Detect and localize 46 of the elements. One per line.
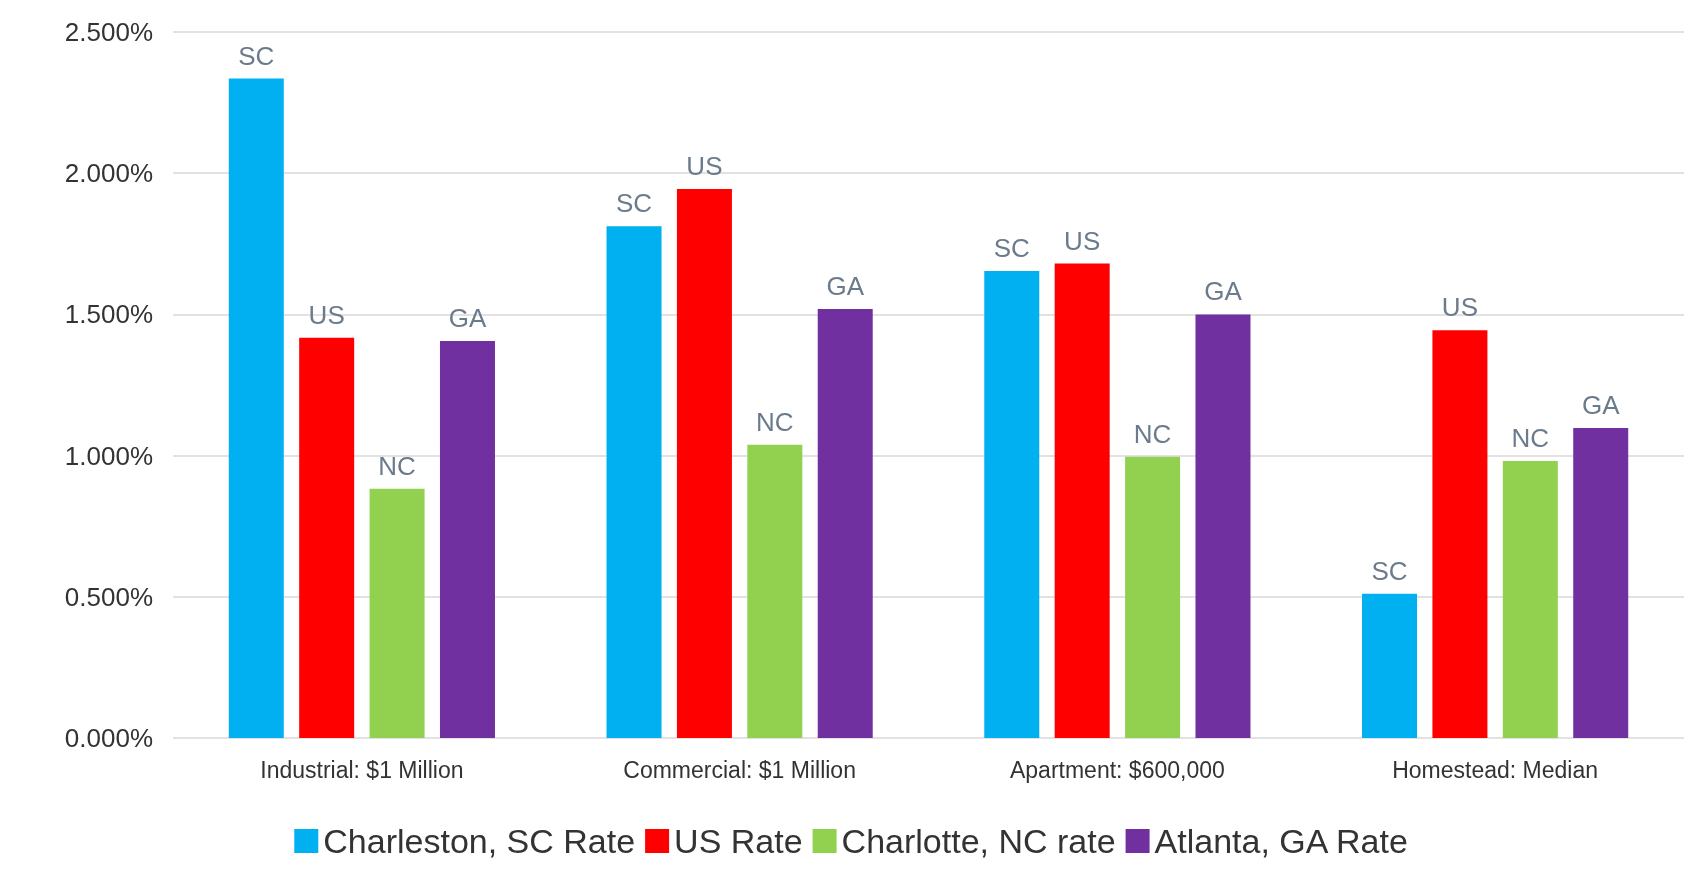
x-tick-label: Commercial: $1 Million bbox=[623, 756, 856, 783]
bar bbox=[1362, 593, 1418, 738]
y-tick-label: 1.500% bbox=[64, 299, 153, 330]
y-tick-label: 2.500% bbox=[64, 17, 153, 47]
bar bbox=[299, 337, 355, 738]
bar bbox=[439, 340, 495, 738]
data-label: US bbox=[686, 151, 723, 182]
bar bbox=[747, 444, 803, 738]
bar bbox=[676, 189, 732, 738]
y-tick-label: 0.500% bbox=[64, 581, 153, 612]
bar bbox=[1432, 330, 1488, 738]
data-label: GA bbox=[1581, 389, 1621, 420]
bar bbox=[984, 270, 1040, 738]
data-label: GA bbox=[1204, 276, 1243, 307]
y-tick-label: 0.000% bbox=[64, 723, 153, 753]
data-label: NC bbox=[1511, 422, 1550, 453]
data-label: SC bbox=[615, 188, 653, 219]
data-label: GA bbox=[826, 271, 865, 302]
data-label: US bbox=[308, 299, 345, 330]
bar bbox=[1502, 460, 1558, 738]
bar bbox=[1125, 456, 1181, 738]
bar bbox=[817, 309, 873, 738]
x-tick-label: Apartment: $600,000 bbox=[1009, 756, 1225, 783]
data-label: SC bbox=[238, 40, 275, 71]
bar bbox=[1195, 314, 1251, 738]
bar bbox=[1573, 427, 1629, 738]
legend-label: US Rate bbox=[674, 822, 803, 860]
data-label: SC bbox=[1371, 555, 1408, 586]
bar bbox=[606, 226, 662, 738]
bar bbox=[1054, 263, 1110, 738]
bar bbox=[228, 78, 284, 738]
y-tick-label: 2.000% bbox=[64, 158, 153, 189]
x-tick-label: Industrial: $1 Million bbox=[260, 756, 464, 783]
data-label: NC bbox=[1133, 418, 1172, 449]
y-tick-label: 1.000% bbox=[64, 440, 153, 471]
legend-label: Atlanta, GA Rate bbox=[1154, 822, 1408, 860]
data-label: US bbox=[1064, 225, 1101, 256]
data-label: GA bbox=[448, 302, 487, 333]
data-label: US bbox=[1441, 292, 1478, 323]
bar bbox=[369, 488, 425, 738]
legend-label: Charlotte, NC rate bbox=[841, 822, 1116, 860]
data-label: SC bbox=[993, 232, 1030, 263]
x-tick-label: Homestead: Median bbox=[1392, 756, 1599, 783]
data-label: NC bbox=[378, 450, 416, 481]
legend-label: Charleston, SC Rate bbox=[323, 822, 636, 860]
data-label: NC bbox=[756, 406, 794, 437]
